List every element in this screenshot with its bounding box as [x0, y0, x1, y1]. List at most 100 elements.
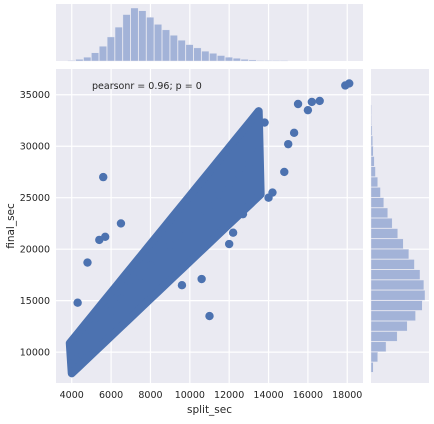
marginal-x-bar — [240, 59, 249, 62]
y-tick-label: 10000 — [20, 348, 50, 359]
marginal-x-bar — [99, 46, 107, 62]
marginal-x-bar — [280, 60, 288, 62]
marginal-y-bar — [370, 146, 374, 157]
scatter-point — [238, 209, 248, 219]
marginal-x-bar — [272, 60, 281, 62]
marginal-x-bar — [130, 7, 139, 62]
marginal-y-bar — [370, 300, 423, 311]
joint-scatter-panel: pearsonr = 0.96; p = 0 — [56, 69, 363, 383]
marginal-y-bar — [370, 321, 408, 332]
marginal-x-bar — [185, 44, 194, 62]
scatter-point — [205, 201, 214, 211]
scatter-point — [195, 212, 204, 221]
scatter-point — [197, 274, 206, 284]
scatter-point — [268, 188, 277, 197]
x-tick-label: 16000 — [293, 390, 323, 401]
y-tick-label: 20000 — [20, 245, 50, 256]
marginal-y-bar — [370, 176, 378, 188]
marginal-y-bar — [370, 279, 425, 291]
marginal-y-bar — [370, 156, 375, 167]
scatter-point — [77, 346, 86, 356]
marginal-x-bar — [75, 59, 84, 62]
x-axis-label: split_sec — [187, 404, 232, 416]
marginal-y-bar — [370, 218, 393, 229]
scatter-point — [95, 235, 104, 245]
scatter-point — [228, 228, 238, 237]
marginal-y-histogram — [370, 69, 429, 383]
marginal-x-bar — [83, 56, 92, 62]
scatter-point — [224, 239, 234, 249]
x-axis-tick-labels: 4000 6000 8000 10000 12000 14000 16000 18000 — [60, 390, 363, 401]
scatter-point — [215, 190, 224, 199]
marginal-x-bar — [67, 60, 76, 62]
scatter-point — [156, 251, 165, 260]
x-tick-label: 12000 — [214, 390, 244, 401]
marginal-x-bar — [248, 59, 257, 62]
scatter-point — [307, 97, 317, 107]
marginal-x-bar — [146, 17, 155, 62]
scatter-point — [71, 355, 80, 364]
marginal-x-bar — [225, 56, 233, 62]
marginal-y-bar — [370, 362, 374, 373]
scatter-cloud — [65, 107, 265, 378]
scatter-point — [224, 180, 234, 189]
scatter-point — [97, 319, 106, 328]
x-tick-label: 6000 — [99, 390, 123, 401]
scatter-point — [315, 96, 324, 106]
scatter-point — [205, 311, 214, 321]
marginal-y-bar — [370, 259, 415, 270]
y-tick-label: 35000 — [20, 90, 50, 101]
marginal-x-bar — [169, 35, 178, 62]
scatter-point — [177, 280, 187, 290]
marginal-y-bar — [370, 248, 410, 260]
scatter-point — [165, 240, 175, 250]
scatter-point — [136, 271, 145, 281]
marginal-x-bar — [217, 55, 225, 62]
marginal-x-bar — [122, 14, 131, 62]
y-tick-label: 15000 — [20, 296, 50, 307]
scatter-point — [116, 294, 126, 303]
marginal-y-bar — [370, 341, 387, 352]
marginal-x-bar — [256, 60, 265, 62]
x-tick-label: 8000 — [138, 390, 162, 401]
scatter-point — [284, 139, 293, 149]
x-tick-label: 14000 — [253, 390, 283, 401]
scatter-point — [175, 231, 185, 240]
marginal-x-bars — [67, 7, 288, 62]
marginal-x-bar — [154, 24, 162, 62]
marginal-y-bar — [370, 166, 376, 177]
marginal-x-histogram — [56, 4, 363, 62]
marginal-x-bar — [106, 36, 115, 62]
marginal-x-bar — [193, 47, 202, 62]
scatter-points — [67, 79, 354, 368]
marginal-y-bars — [370, 104, 426, 373]
marginal-x-bar — [162, 29, 170, 62]
scatter-point — [260, 118, 269, 127]
marginal-y-bar — [370, 310, 416, 321]
marginal-y-bar — [370, 290, 426, 301]
scatter-point — [289, 128, 299, 138]
marginal-y-bar — [370, 331, 398, 342]
scatter-point — [83, 258, 92, 267]
y-axis-tick-labels: 10000 15000 20000 25000 30000 35000 — [20, 90, 50, 358]
scatter-point — [99, 172, 108, 182]
scatter-point — [234, 169, 244, 179]
marginal-x-bar — [138, 10, 147, 62]
scatter-point — [303, 105, 313, 115]
scatter-point — [254, 147, 263, 156]
marginal-x-bar — [201, 50, 210, 62]
scatter-gridlines — [56, 69, 363, 383]
scatter-point — [185, 221, 195, 230]
scatter-point — [280, 167, 289, 177]
pearson-annotation: pearsonr = 0.96; p = 0 — [92, 81, 202, 92]
marginal-y-bar — [370, 228, 398, 239]
marginal-x-bar — [232, 58, 241, 62]
scatter-density-band — [65, 107, 265, 378]
marginal-x-bar — [177, 40, 186, 62]
marginal-y-bar — [370, 135, 373, 146]
marginal-y-bar — [370, 115, 372, 126]
scatter-point — [244, 159, 254, 168]
marginal-y-bar — [370, 125, 373, 136]
